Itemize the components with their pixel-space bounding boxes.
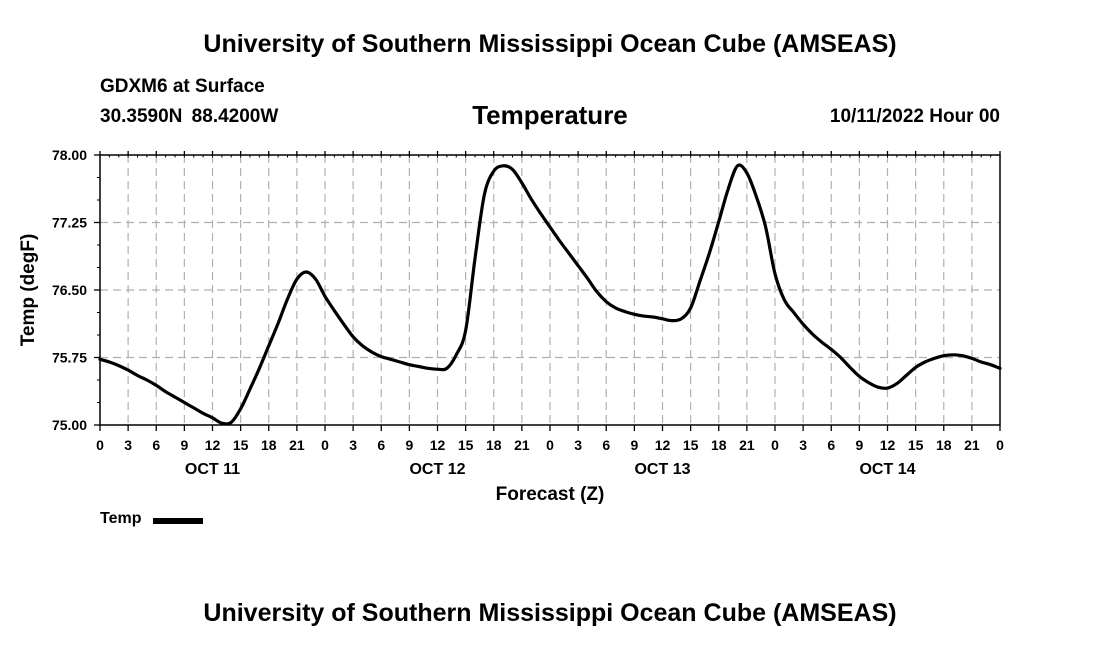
x-tick-label: 18 xyxy=(261,437,277,453)
x-tick-label: 6 xyxy=(602,437,610,453)
x-tick-label: 6 xyxy=(827,437,835,453)
x-tick-label: 15 xyxy=(458,437,474,453)
day-label: OCT 12 xyxy=(409,461,465,478)
legend: Temp xyxy=(100,510,204,528)
station-name: GDXM6 at Surface xyxy=(100,76,265,97)
x-tick-label: 15 xyxy=(908,437,924,453)
station-coordinates: 30.3590N 88.4200W xyxy=(100,106,279,127)
day-label: OCT 13 xyxy=(634,461,690,478)
y-axis-title: Temp (degF) xyxy=(18,234,39,347)
x-tick-label: 0 xyxy=(546,437,554,453)
x-tick-label: 12 xyxy=(430,437,446,453)
x-tick-label: 3 xyxy=(799,437,807,453)
page-title: University of Southern Mississippi Ocean… xyxy=(203,30,897,58)
x-axis-title: Forecast (Z) xyxy=(496,484,605,505)
x-tick-label: 12 xyxy=(205,437,221,453)
y-tick-label: 76.50 xyxy=(52,282,87,298)
x-tick-label: 12 xyxy=(655,437,671,453)
x-tick-label: 6 xyxy=(152,437,160,453)
x-tick-label: 6 xyxy=(377,437,385,453)
x-tick-label: 9 xyxy=(630,437,638,453)
x-tick-label: 21 xyxy=(289,437,305,453)
day-label: OCT 11 xyxy=(185,461,240,478)
legend-label: Temp xyxy=(100,510,142,527)
x-tick-label: 9 xyxy=(855,437,863,453)
y-tick-label: 77.25 xyxy=(52,215,87,231)
x-axis-tick-labels: 0 3 6 9 12 15 18 21 0 3 6 9 12 15 18 21 0 3 6 9 12 15 18 21 0 3 6 9… xyxy=(96,437,1004,453)
temp-series-line xyxy=(98,163,1002,426)
x-tick-label: 9 xyxy=(405,437,413,453)
legend-swatch xyxy=(153,517,204,524)
x-tick-label: 21 xyxy=(739,437,755,453)
x-tick-label: 0 xyxy=(996,437,1004,453)
y-tick-label: 75.75 xyxy=(52,350,87,366)
grid-lines xyxy=(100,155,1000,425)
y-axis-tick-labels: 75.00 75.75 76.50 77.25 78.00 xyxy=(52,147,87,433)
x-tick-label: 3 xyxy=(574,437,582,453)
x-tick-label: 21 xyxy=(964,437,980,453)
x-tick-label: 9 xyxy=(180,437,188,453)
model-run-time: 10/11/2022 Hour 00 xyxy=(829,106,1000,127)
axis-ticks xyxy=(94,151,1001,431)
x-tick-label: 15 xyxy=(233,437,249,453)
chart-title: Temperature xyxy=(472,100,628,130)
x-tick-label: 12 xyxy=(880,437,896,453)
footer-title: University of Southern Mississippi Ocean… xyxy=(203,599,897,627)
x-tick-label: 18 xyxy=(486,437,502,453)
x-tick-label: 3 xyxy=(124,437,132,453)
x-tick-label: 0 xyxy=(96,437,104,453)
x-tick-label: 18 xyxy=(936,437,952,453)
x-tick-label: 15 xyxy=(683,437,699,453)
y-tick-label: 75.00 xyxy=(52,417,87,433)
day-label: OCT 14 xyxy=(859,461,915,478)
x-tick-label: 18 xyxy=(711,437,727,453)
x-tick-label: 0 xyxy=(321,437,329,453)
x-tick-label: 21 xyxy=(514,437,530,453)
y-tick-label: 78.00 xyxy=(52,147,87,163)
day-labels: OCT 11 OCT 12 OCT 13 OCT 14 xyxy=(185,461,916,478)
x-tick-label: 3 xyxy=(349,437,357,453)
x-tick-label: 0 xyxy=(771,437,779,453)
